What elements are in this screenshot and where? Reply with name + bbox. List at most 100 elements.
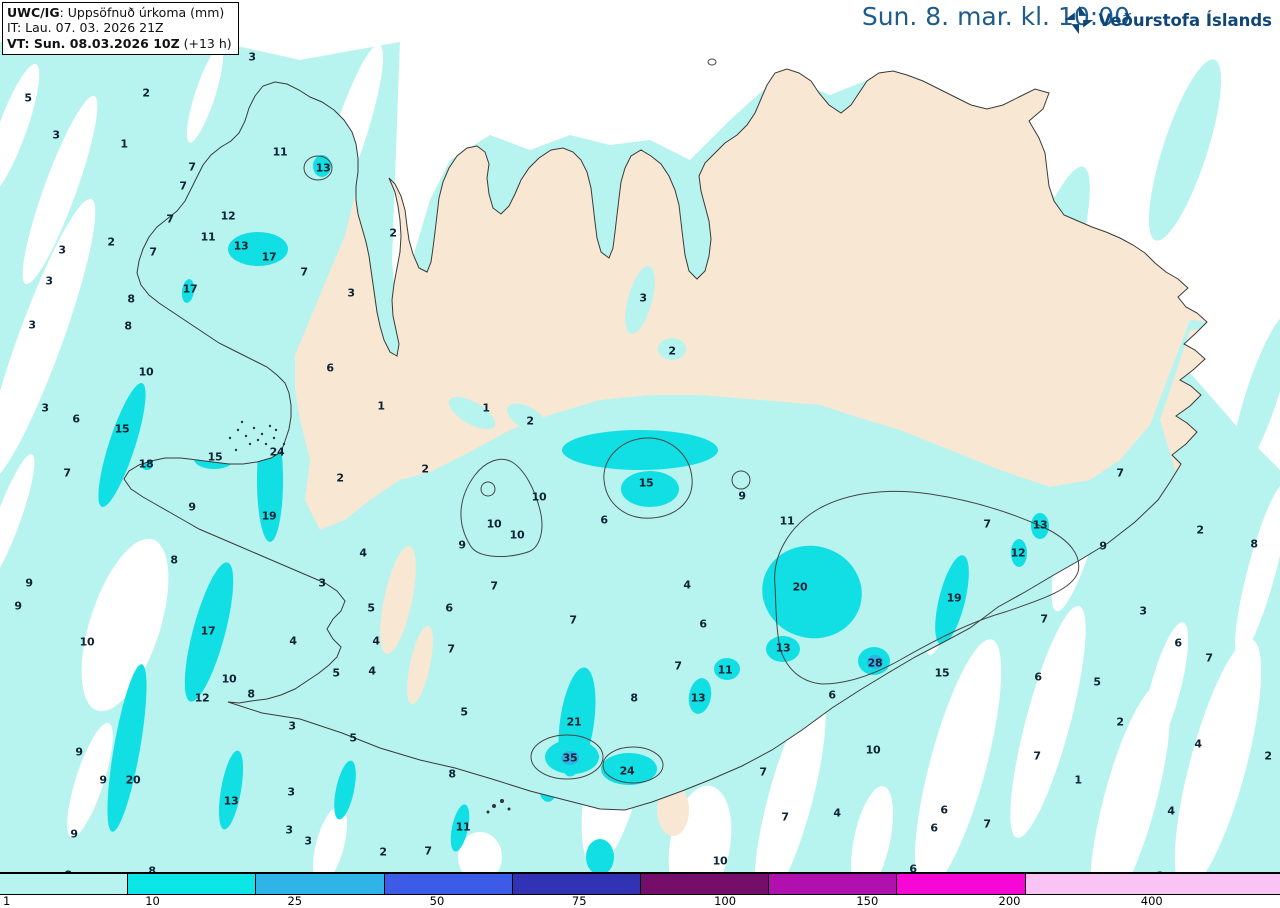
precip-value: 8	[247, 687, 255, 701]
precip-value: 6	[1174, 636, 1182, 650]
precip-value: 13	[315, 161, 331, 175]
legend-segment	[897, 874, 1026, 894]
precip-value: 12	[194, 691, 210, 705]
legend-segment	[0, 874, 129, 894]
precip-value: 7	[1040, 612, 1048, 626]
precip-value: 7	[424, 844, 432, 858]
precip-value: 2	[142, 86, 150, 100]
precip-value: 10	[712, 854, 728, 868]
precip-value: 17	[261, 250, 277, 264]
precip-value: 9	[738, 489, 746, 503]
precip-value: 2	[1196, 523, 1204, 537]
legend-segment	[641, 874, 770, 894]
precip-value: 9	[1099, 539, 1107, 553]
precip-value: 20	[125, 773, 141, 787]
eiriksjokull-contour	[480, 481, 496, 497]
precip-value: 7	[188, 160, 196, 174]
precip-value: 7	[63, 466, 71, 480]
precip-value: 2	[389, 226, 397, 240]
precip-value: 5	[367, 601, 375, 615]
precip-value: 7	[759, 765, 767, 779]
precip-value: 5	[24, 91, 32, 105]
precip-value: 9	[188, 500, 196, 514]
precip-value: 35	[562, 751, 578, 765]
precip-value: 7	[983, 517, 991, 531]
precip-value: 8	[170, 553, 178, 567]
precip-value: 13	[233, 239, 249, 253]
precip-value: 4	[833, 806, 841, 820]
precip-value: 3	[285, 823, 293, 837]
product-line: UWC/IG: Uppsöfnuð úrkoma (mm)	[7, 5, 225, 20]
precip-value: 8	[148, 864, 156, 878]
precip-value: 5	[332, 666, 340, 680]
precip-value: 4	[372, 634, 380, 648]
precip-value: 7	[983, 817, 991, 831]
dry-sea-north	[392, 40, 1280, 470]
precip-value: 8	[630, 691, 638, 705]
langjokull-contour	[460, 458, 543, 557]
precip-value: 10	[79, 635, 95, 649]
precip-value: 9	[458, 538, 466, 552]
precip-value: 7	[300, 265, 308, 279]
drangajokull-contour	[303, 155, 333, 181]
precip-value: 8	[124, 319, 132, 333]
precip-value: 3	[1139, 604, 1147, 618]
precip-value: 20	[792, 580, 808, 594]
legend-segment	[512, 874, 642, 894]
valid-time-line: VT: Sun. 08.03.2026 10Z (+13 h)	[7, 35, 232, 51]
pinwheel-logo-icon	[1065, 5, 1094, 35]
product-info-box: UWC/IG: Uppsöfnuð úrkoma (mm) IT: Lau. 0…	[2, 2, 239, 55]
precip-value: 11	[455, 820, 471, 834]
legend-tick-label: 100	[714, 894, 737, 908]
legend-tick-label: 25	[287, 894, 303, 908]
precip-value: 6	[699, 617, 707, 631]
precip-value: 5	[1093, 675, 1101, 689]
precip-value: 5	[349, 731, 357, 745]
precip-value: 12	[1010, 546, 1026, 560]
precip-value: 3	[248, 50, 256, 64]
precip-value: 7	[781, 810, 789, 824]
myrdalsjokull-contour	[530, 734, 604, 780]
hofsjokull-contour	[603, 437, 693, 519]
precip-value: 11	[717, 663, 733, 677]
precip-value: 3	[58, 243, 66, 257]
legend-tick-label: 75	[571, 894, 587, 908]
precip-value: 3	[45, 274, 53, 288]
precip-value: 3	[287, 785, 295, 799]
precip-value: 3	[304, 834, 312, 848]
precip-value: 2	[379, 845, 387, 859]
precip-value: 6	[909, 862, 917, 876]
precip-value: 9	[75, 745, 83, 759]
precip-value: 15	[207, 450, 223, 464]
precip-value: 6	[445, 601, 453, 615]
legend-segment	[384, 874, 513, 894]
legend-tick-label: 200	[998, 894, 1021, 908]
precip-value: 10	[221, 672, 237, 686]
precip-value: 7	[1205, 651, 1213, 665]
precip-value: 28	[867, 656, 883, 670]
small-islands	[228, 420, 511, 814]
precip-value: 4	[1167, 804, 1175, 818]
precip-value: 2	[1264, 749, 1272, 763]
logo-text: Veðurstofa Íslands	[1098, 10, 1272, 30]
precip-value: 8	[127, 292, 135, 306]
precip-value: 11	[272, 145, 288, 159]
precip-value: 9	[14, 599, 22, 613]
precip-value: 17	[182, 282, 198, 296]
precip-value: 4	[1194, 737, 1202, 751]
precip-value: 10	[531, 490, 547, 504]
land-overlays	[138, 69, 1207, 785]
precip-value: 8	[1250, 537, 1258, 551]
precip-value: 2	[1116, 715, 1124, 729]
precip-value: 6	[72, 412, 80, 426]
precip-value: 3	[41, 401, 49, 415]
precip-value: 15	[638, 476, 654, 490]
precip-value: 3	[28, 318, 36, 332]
glacier-contours	[303, 58, 1080, 784]
precip-value: 10	[509, 528, 525, 542]
init-time-line: IT: Lau. 07. 03. 2026 21Z	[7, 20, 164, 36]
precip-value: 10	[486, 517, 502, 531]
precip-value: 7	[569, 613, 577, 627]
precip-value: 19	[946, 591, 962, 605]
